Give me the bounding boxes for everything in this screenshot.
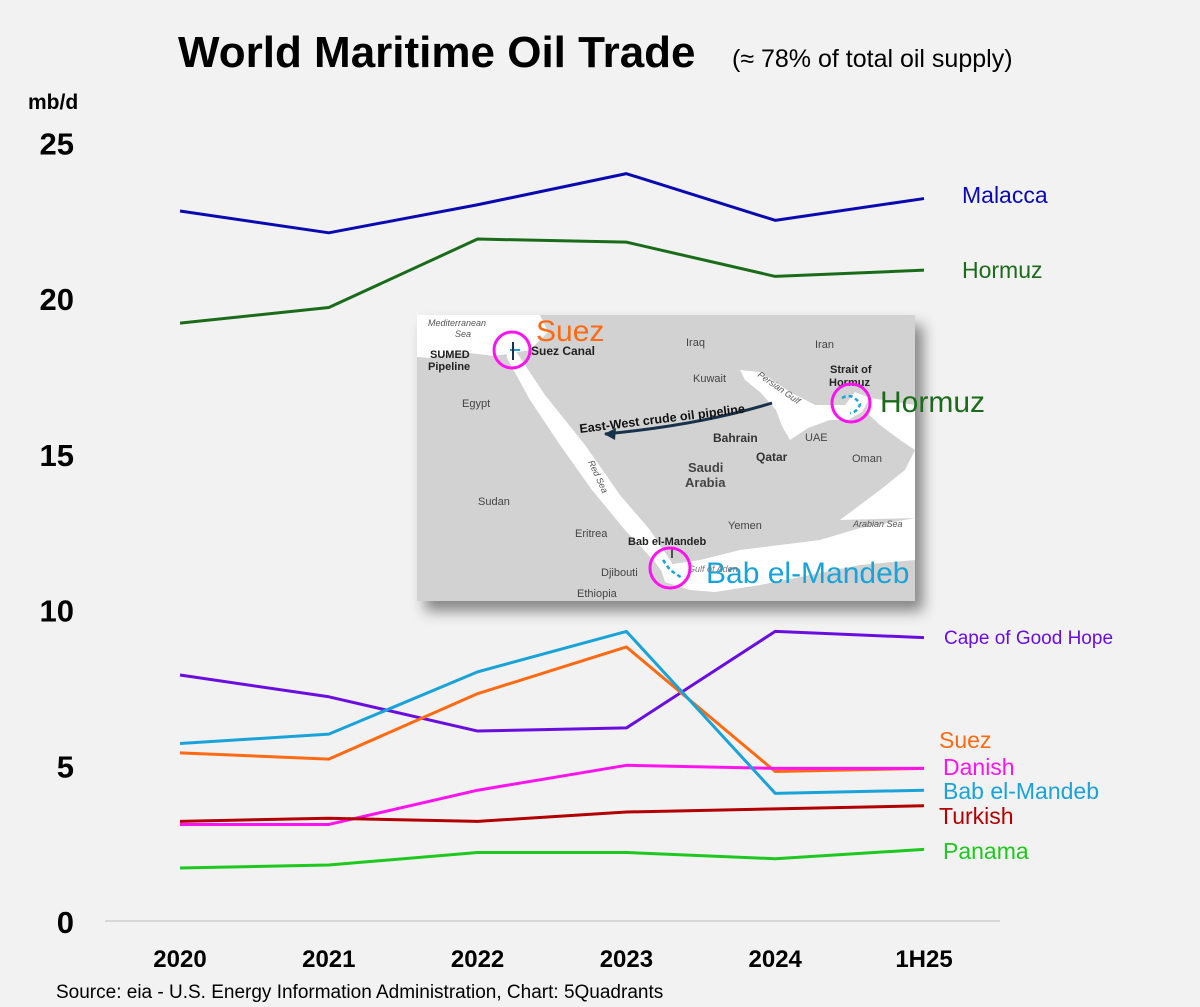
map-label-bab-small: Bab el-Mandeb bbox=[628, 536, 707, 548]
y-tick-label: 20 bbox=[40, 282, 74, 317]
map-label-strait-of: Strait of bbox=[830, 364, 872, 376]
map-water bbox=[417, 315, 915, 592]
hormuz-highlight-circle bbox=[830, 382, 872, 424]
map-label-suez: Suez bbox=[536, 315, 604, 348]
map-label-mediterranean: Mediterranean bbox=[428, 318, 486, 328]
y-tick-labels: 0 5 10 15 20 25 bbox=[40, 127, 74, 941]
east-west-pipeline bbox=[604, 401, 773, 436]
bab-highlight-circle bbox=[648, 546, 692, 590]
pipeline-arrowhead bbox=[604, 428, 616, 440]
x-tick-label: 2022 bbox=[451, 946, 504, 973]
map-label-suez-canal: Suez Canal bbox=[531, 344, 595, 358]
source-note: Source: eia - U.S. Energy Information Ad… bbox=[56, 982, 663, 1003]
x-tick-label: 2024 bbox=[749, 946, 803, 973]
y-tick-label: 0 bbox=[57, 905, 74, 940]
map-label-eritrea: Eritrea bbox=[575, 528, 608, 540]
map-label-sudan: Sudan bbox=[478, 496, 510, 508]
map-label-kuwait: Kuwait bbox=[693, 373, 726, 385]
map-label-uae: UAE bbox=[805, 432, 828, 444]
series-label-hormuz: Hormuz bbox=[962, 257, 1043, 283]
series-line-hormuz bbox=[179, 237, 925, 325]
chart-subtitle: (≈ 78% of total oil supply) bbox=[732, 45, 1013, 73]
series-label-panama: Panama bbox=[943, 838, 1029, 864]
hormuz-route-marker bbox=[841, 394, 862, 415]
map-label-iraq: Iraq bbox=[686, 337, 705, 349]
series-line-danish bbox=[180, 763, 924, 826]
series-label-danish: Danish bbox=[943, 754, 1015, 780]
series-line-bab-el-mandeb bbox=[179, 629, 925, 795]
series-labels: Malacca Hormuz Cape of Good Hope SuezDanish… bbox=[939, 182, 1113, 864]
series-line-panama bbox=[179, 847, 925, 870]
x-tick-label: 2020 bbox=[153, 946, 206, 973]
y-axis-label: mb/d bbox=[28, 91, 78, 114]
series-line-turkish bbox=[179, 804, 925, 823]
y-tick-label: 10 bbox=[40, 594, 74, 629]
map-label-bab: Bab el-Mandeb bbox=[706, 557, 909, 590]
y-tick-label: 5 bbox=[57, 749, 74, 784]
map-label-arabia: Arabia bbox=[685, 475, 726, 490]
map-label-arabian-sea: Arabian Sea bbox=[852, 519, 903, 529]
map-label-sea: Sea bbox=[455, 329, 471, 339]
series-label-turkish: Turkish bbox=[939, 803, 1014, 829]
series-line-suez bbox=[179, 645, 925, 774]
map-label-gulf-of-aden: Gulf of Aden bbox=[688, 564, 738, 574]
series-label-suez: Suez bbox=[939, 727, 991, 753]
map-label-yemen: Yemen bbox=[728, 520, 762, 532]
series-lines bbox=[179, 172, 925, 870]
suez-highlight-circle bbox=[492, 330, 532, 370]
map-label-bahrain: Bahrain bbox=[713, 431, 758, 445]
x-tick-labels: 2020 2021 2022 2023 2024 1H25 bbox=[153, 946, 952, 973]
map-label-ethiopia: Ethiopia bbox=[577, 588, 618, 600]
map-label-sumed: SUMED bbox=[430, 349, 470, 361]
inset-map: Mediterranean Sea SUMED Pipeline Suez Ca… bbox=[417, 315, 985, 601]
map-label-saudi: Saudi bbox=[688, 460, 723, 475]
series-line-malacca bbox=[179, 172, 925, 235]
map-label-egypt: Egypt bbox=[462, 398, 490, 410]
y-tick-label: 15 bbox=[40, 438, 74, 473]
map-label-djibouti: Djibouti bbox=[601, 567, 638, 579]
chart-title: World Maritime Oil Trade bbox=[178, 28, 696, 77]
map-label-iran: Iran bbox=[815, 339, 834, 351]
x-tick-label: 1H25 bbox=[895, 946, 952, 973]
map-label-hormuz: Hormuz bbox=[880, 386, 985, 419]
series-label-cape-of-good-hope: Cape of Good Hope bbox=[944, 628, 1113, 649]
series-line-cape-of-good-hope bbox=[179, 629, 925, 733]
map-label-qatar: Qatar bbox=[756, 450, 788, 464]
map-label-oman: Oman bbox=[852, 453, 882, 465]
map-label-pipeline: Pipeline bbox=[428, 361, 470, 373]
bab-route-marker bbox=[661, 559, 683, 580]
series-label-bab-el-mandeb: Bab el-Mandeb bbox=[943, 778, 1099, 804]
x-tick-label: 2021 bbox=[302, 946, 355, 973]
series-label-malacca: Malacca bbox=[962, 182, 1048, 208]
x-tick-label: 2023 bbox=[600, 946, 653, 973]
y-tick-label: 25 bbox=[40, 127, 74, 162]
